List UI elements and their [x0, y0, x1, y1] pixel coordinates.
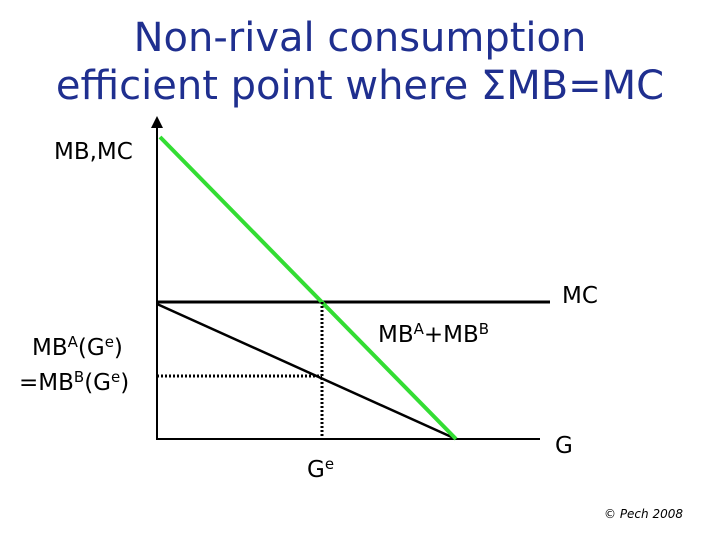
mb-b-close: )	[120, 370, 130, 396]
mb-a-sup: A	[67, 333, 78, 351]
sum-mb-line	[158, 135, 458, 441]
mb-b-base: =MB	[19, 370, 74, 396]
sum-mb-mid: +MB	[423, 322, 479, 348]
mb-a-open: (G	[77, 335, 105, 361]
sum-mb-sup1: A	[413, 320, 424, 338]
sum-mb-sup2: B	[478, 320, 490, 338]
mb-b-sup: B	[73, 368, 85, 386]
ge-base: G	[307, 457, 325, 483]
slide-title: Non-rival consumption efficient point wh…	[0, 14, 720, 110]
title-line-1: Non-rival consumption	[133, 15, 587, 61]
title-line-2: efficient point where ΣMB=MC	[55, 63, 665, 109]
x-axis-label: G	[555, 433, 573, 459]
mb-a-base: MB	[32, 335, 68, 361]
mb-a-ge-sup: e	[104, 333, 114, 351]
mb-b-ge-label: =MBB(Ge)	[19, 368, 130, 397]
y-axis-arrow	[151, 116, 163, 128]
copyright-note: © Pech 2008	[604, 507, 683, 521]
sum-mb-base1: MB	[378, 322, 414, 348]
sum-mb-label: MBA+MBB	[378, 320, 490, 349]
ge-label: Ge	[307, 455, 335, 484]
y-axis-label: MB,MC	[54, 139, 133, 165]
mb-b-open: (G	[84, 370, 111, 396]
mb-a-close: )	[113, 335, 123, 361]
mb-a-ge-label: MBA(Ge)	[32, 333, 123, 362]
mc-label: MC	[562, 283, 598, 309]
ge-sup: e	[324, 455, 335, 473]
mb-b-ge-sup: e	[111, 368, 121, 386]
individual-mb-line	[156, 302, 457, 441]
